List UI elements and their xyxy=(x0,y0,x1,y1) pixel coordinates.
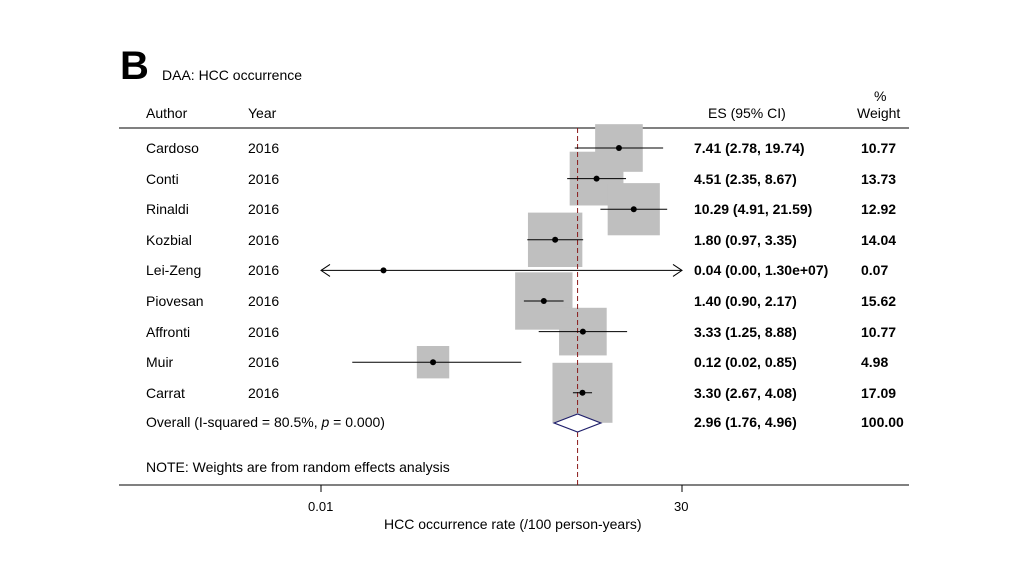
study-weight: 14.04 xyxy=(861,231,897,248)
study-es: 1.40 (0.90, 2.17) xyxy=(694,293,797,309)
study-es: 0.12 (0.02, 0.85) xyxy=(694,354,797,371)
study-year: 2016 xyxy=(248,201,280,218)
study-author: Conti xyxy=(146,170,179,187)
x-axis-label: HCC occurrence rate (/100 person-years) xyxy=(384,516,642,532)
overall-label-suffix: = 0.000) xyxy=(329,414,385,430)
point-estimate-cardoso xyxy=(615,145,622,151)
study-author: Muir xyxy=(146,354,174,371)
x-tick-label-0.01: 0.01 xyxy=(308,499,334,514)
study-year: 2016 xyxy=(248,170,280,187)
point-estimate-carrat xyxy=(579,389,586,396)
study-es: 10.29 (4.91, 21.59) xyxy=(694,201,813,218)
study-weight: 17.09 xyxy=(861,384,897,401)
header-weight: Weight xyxy=(857,105,901,121)
study-weight: 4.98 xyxy=(861,354,889,371)
panel-title: DAA: HCC occurrence xyxy=(162,67,303,83)
study-es: 0.04 (0.00, 1.30e+07) xyxy=(694,262,829,279)
study-es: 3.33 (1.25, 8.88) xyxy=(694,323,797,340)
study-year: 2016 xyxy=(248,323,280,340)
study-year: 2016 xyxy=(248,384,280,401)
panel-letter: B xyxy=(120,44,149,88)
study-author: Rinaldi xyxy=(146,201,189,218)
point-estimate-affronti xyxy=(579,328,586,335)
ci-arrow-right-icon xyxy=(672,263,683,277)
overall-weight: 100.00 xyxy=(861,414,904,430)
study-author: Lei-Zeng xyxy=(146,262,202,279)
x-tick-label-30: 30 xyxy=(674,499,689,514)
study-es: 4.51 (2.35, 8.67) xyxy=(694,170,797,187)
study-author: Affronti xyxy=(146,323,191,340)
overall-label-p: p xyxy=(321,414,330,430)
weights-note: NOTE: Weights are from random effects an… xyxy=(146,459,450,475)
study-year: 2016 xyxy=(248,293,280,309)
study-es: 1.80 (0.97, 3.35) xyxy=(694,231,797,248)
study-year: 2016 xyxy=(248,140,280,156)
header-es: ES (95% CI) xyxy=(708,105,786,121)
ci-arrow-left-icon xyxy=(320,263,331,277)
header-author: Author xyxy=(146,105,188,121)
point-estimate-conti xyxy=(593,175,600,182)
study-es: 3.30 (2.67, 4.08) xyxy=(694,384,797,401)
point-estimate-rinaldi xyxy=(630,206,637,213)
point-estimate-lei-zeng xyxy=(380,267,387,274)
point-estimate-piovesan xyxy=(540,298,547,304)
study-year: 2016 xyxy=(248,262,280,279)
header-weight-percent: % xyxy=(874,88,887,104)
overall-es: 2.96 (1.76, 4.96) xyxy=(694,414,797,430)
study-author: Carrat xyxy=(146,384,185,401)
study-weight: 0.07 xyxy=(861,262,889,279)
point-estimate-muir xyxy=(430,359,437,366)
study-weight: 10.77 xyxy=(861,323,897,340)
study-weight: 12.92 xyxy=(861,201,897,218)
study-author: Kozbial xyxy=(146,231,192,248)
study-author: Cardoso xyxy=(146,140,199,156)
overall-label: Overall (I-squared = 80.5%, p = 0.000) xyxy=(146,414,385,430)
study-es: 7.41 (2.78, 19.74) xyxy=(694,140,805,156)
study-weight: 13.73 xyxy=(861,170,897,187)
study-weight: 10.77 xyxy=(861,140,897,156)
overall-diamond xyxy=(552,413,603,433)
study-weight: 15.62 xyxy=(861,293,897,309)
study-year: 2016 xyxy=(248,231,280,248)
overall-label-prefix: Overall (I-squared = 80.5%, xyxy=(146,414,322,430)
study-author: Piovesan xyxy=(146,293,204,309)
point-estimate-kozbial xyxy=(552,236,559,243)
study-year: 2016 xyxy=(248,354,280,371)
header-year: Year xyxy=(248,105,277,121)
